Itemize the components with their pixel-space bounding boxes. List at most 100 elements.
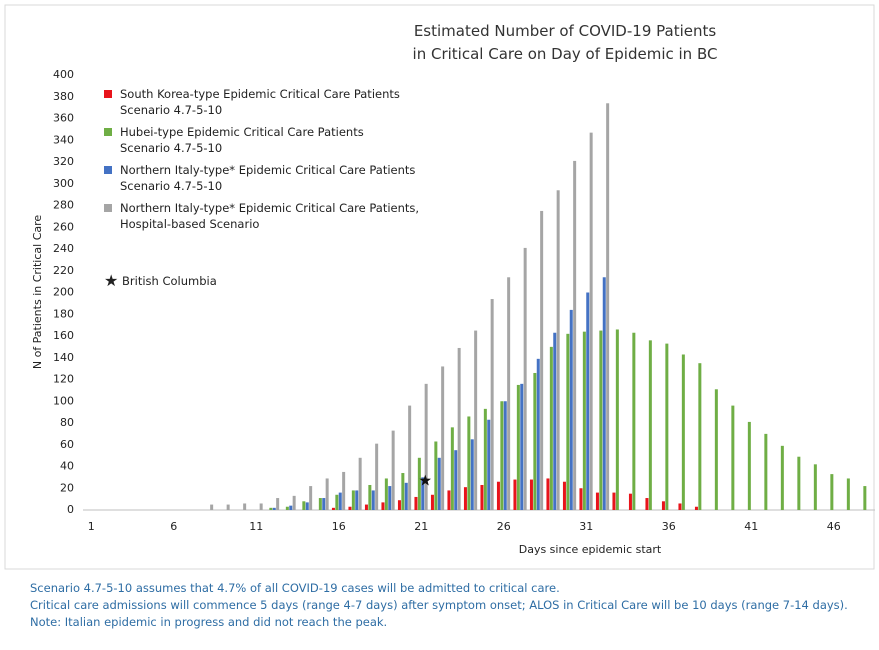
bar — [579, 488, 583, 510]
x-tick-label: 26 — [497, 520, 511, 533]
bar — [595, 492, 599, 510]
bar — [434, 441, 438, 510]
legend-item: Northern Italy-type* Epidemic Critical C… — [104, 162, 419, 194]
bar — [648, 340, 652, 510]
y-tick-label: 200 — [53, 286, 74, 299]
bar — [226, 504, 230, 510]
x-tick-label: 31 — [579, 520, 593, 533]
bar — [447, 490, 451, 510]
bar — [500, 401, 504, 510]
chart-title: Estimated Number of COVID-19 Patients in… — [412, 22, 718, 63]
bar — [566, 333, 570, 510]
bar — [780, 445, 784, 510]
bar — [487, 419, 491, 510]
notes: Scenario 4.7-5-10 assumes that 4.7% of a… — [30, 580, 848, 631]
x-axis-label: Days since epidemic start — [519, 543, 662, 556]
bar — [243, 503, 247, 510]
bar — [302, 501, 306, 510]
bar — [632, 332, 636, 510]
bar — [259, 503, 263, 510]
bar — [553, 332, 557, 510]
y-tick-label: 220 — [53, 264, 74, 277]
bc-marker — [419, 474, 431, 486]
note-line: Scenario 4.7-5-10 assumes that 4.7% of a… — [30, 581, 560, 595]
bar — [381, 502, 385, 510]
bar — [582, 331, 586, 510]
bar — [375, 443, 379, 510]
bar — [309, 486, 313, 510]
bar — [536, 358, 540, 510]
x-tick-label: 36 — [662, 520, 676, 533]
bar — [483, 408, 487, 510]
bar — [496, 481, 500, 510]
y-tick-label: 340 — [53, 133, 74, 146]
bar — [391, 430, 395, 510]
legend-label: Northern Italy-type* Epidemic Critical C… — [120, 163, 416, 193]
bar — [694, 506, 698, 510]
y-tick-label: 140 — [53, 351, 74, 364]
bar — [665, 343, 669, 510]
x-tick-label: 41 — [744, 520, 758, 533]
bar — [546, 478, 550, 510]
y-tick-label: 360 — [53, 112, 74, 125]
bar — [388, 486, 392, 510]
bar — [628, 493, 632, 510]
bar — [540, 210, 544, 510]
x-tick-label: 16 — [332, 520, 346, 533]
y-tick-label: 80 — [60, 416, 74, 429]
bar — [463, 487, 467, 510]
bar — [404, 482, 408, 510]
bar — [480, 484, 484, 510]
bar — [457, 347, 461, 510]
bar — [503, 401, 507, 510]
bar — [454, 450, 458, 510]
bar — [589, 132, 593, 510]
bar — [797, 456, 801, 510]
bar — [368, 484, 372, 510]
bar — [678, 503, 682, 510]
legend-label: Northern Italy-type* Epidemic Critical C… — [120, 201, 420, 231]
bar — [371, 490, 375, 510]
legend-label: British Columbia — [122, 274, 217, 288]
bar — [414, 496, 418, 510]
bar — [549, 346, 553, 510]
marker-legend: ★ British Columbia — [104, 271, 217, 290]
x-tick-label: 6 — [170, 520, 177, 533]
bar — [661, 501, 665, 510]
bar — [421, 477, 425, 510]
bar — [430, 494, 434, 510]
bar — [408, 405, 412, 510]
bar — [529, 479, 533, 510]
bar — [474, 330, 478, 510]
y-tick-label: 400 — [53, 68, 74, 81]
bar — [513, 479, 517, 510]
y-tick-label: 120 — [53, 373, 74, 386]
bar — [397, 500, 401, 510]
bar — [698, 363, 702, 510]
x-tick-label: 46 — [827, 520, 841, 533]
bar — [417, 457, 421, 510]
legend-label: South Korea-type Epidemic Critical Care … — [120, 87, 400, 117]
bar — [556, 190, 560, 510]
bar — [681, 354, 685, 510]
bar — [645, 498, 649, 510]
bar — [523, 247, 527, 510]
y-tick-label: 20 — [60, 481, 74, 494]
legend-swatch — [104, 204, 112, 212]
bar — [747, 421, 751, 510]
bar — [331, 507, 335, 510]
bar — [441, 366, 445, 510]
bar — [569, 309, 573, 510]
bar — [276, 498, 280, 510]
bar — [533, 372, 537, 510]
bar — [272, 507, 276, 510]
bar — [612, 492, 616, 510]
legend-swatch — [104, 166, 112, 174]
bar — [322, 498, 326, 510]
y-tick-label: 260 — [53, 220, 74, 233]
bar — [562, 481, 566, 510]
bar — [437, 457, 441, 510]
bar — [764, 433, 768, 510]
x-tick-label: 21 — [414, 520, 428, 533]
